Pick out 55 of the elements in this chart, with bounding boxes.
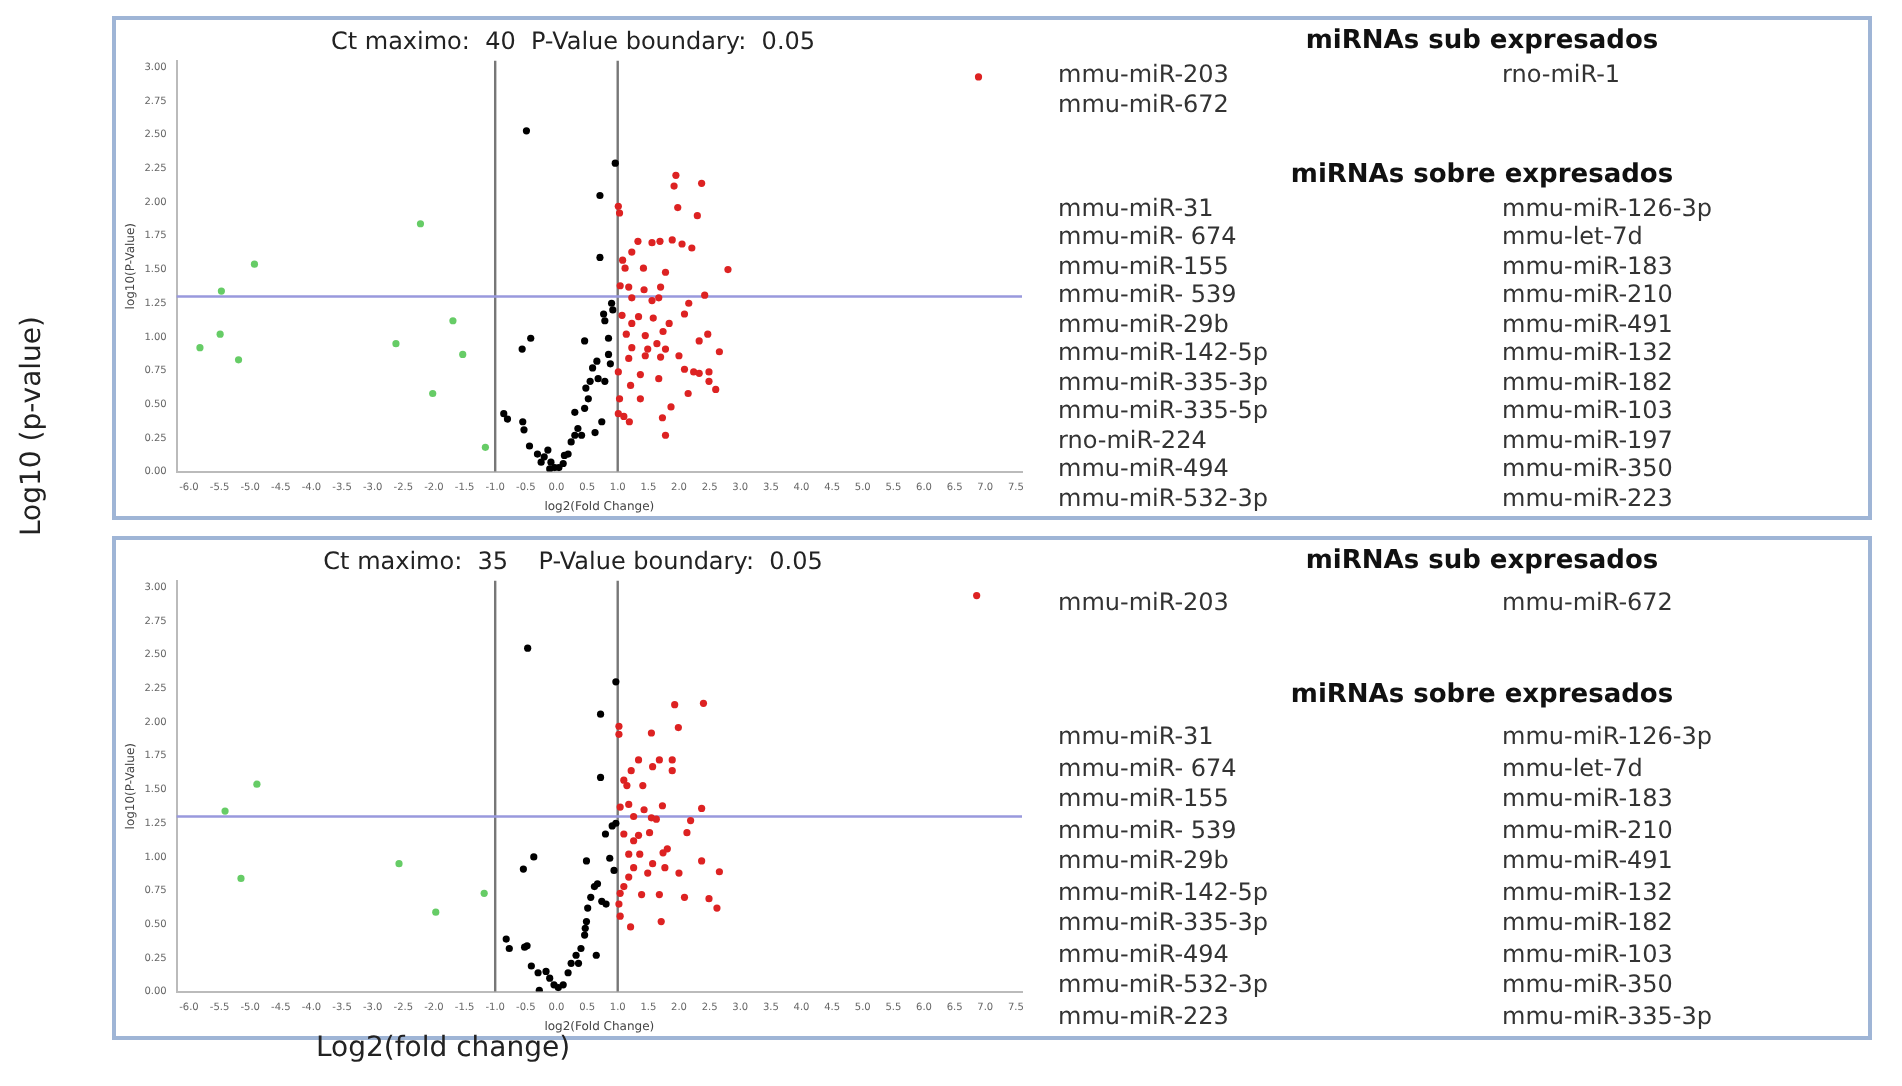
- text: mmu-miR-183: [1502, 251, 1675, 280]
- text: mmu-miR-132: [1502, 338, 1675, 367]
- text: mmu-miR- 539: [1058, 815, 1239, 846]
- text: mmu-miR-142-5p: [1058, 877, 1271, 908]
- text: mmu-miR-335-3p: [1058, 367, 1271, 396]
- text: mmu-miR-210: [1502, 280, 1675, 309]
- text: Log10 (p-value): [16, 316, 48, 536]
- text: mmu-miR-532-3p: [1058, 970, 1271, 1001]
- text: miRNAs sub expresados: [1303, 544, 1661, 580]
- text: mmu-miR-203: [1058, 588, 1231, 619]
- chart-title: Ct maximo: 35 P-Value boundary: 0.05: [323, 546, 823, 575]
- text: mmu-miR-223: [1502, 483, 1675, 512]
- text: mmu-miR-155: [1058, 251, 1231, 280]
- text: mmu-miR-491: [1502, 309, 1675, 338]
- text: mmu-miR- 539: [1058, 280, 1239, 309]
- text: miRNAs sobre expresados: [1288, 678, 1676, 714]
- text: mmu-miR-350: [1502, 970, 1675, 1001]
- text: mmu-miR-126-3p: [1502, 722, 1715, 753]
- text: mmu-miR-350: [1502, 454, 1675, 483]
- text: mmu-miR-142-5p: [1058, 338, 1271, 367]
- text: mmu-miR-203: [1058, 60, 1231, 89]
- text: mmu-miR-29b: [1058, 309, 1231, 338]
- text: mmu-miR-210: [1502, 815, 1675, 846]
- text: mmu-miR-182: [1502, 367, 1675, 396]
- text: mmu-miR-103: [1502, 396, 1675, 425]
- text: mmu-miR-672: [1058, 89, 1231, 118]
- text: mmu-miR-132: [1502, 877, 1675, 908]
- text: mmu-miR-494: [1058, 939, 1231, 970]
- chart-title: Ct maximo: 40 P-Value boundary: 0.05: [330, 26, 816, 55]
- text: mmu-miR- 674: [1058, 753, 1239, 784]
- text: mmu-miR-182: [1502, 908, 1675, 939]
- text: mmu-miR-335-5p: [1058, 396, 1271, 425]
- text: mmu-miR-29b: [1058, 846, 1231, 877]
- text: mmu-miR- 674: [1058, 222, 1239, 251]
- text: mmu-let-7d: [1502, 753, 1645, 784]
- text: mmu-miR-31: [1058, 722, 1216, 753]
- text: mmu-miR-672: [1502, 588, 1675, 619]
- text: mmu-miR-155: [1058, 784, 1231, 815]
- text: miRNAs sobre expresados: [1288, 157, 1676, 193]
- text: rno-miR-1: [1502, 60, 1623, 89]
- text: mmu-miR-494: [1058, 454, 1231, 483]
- text: mmu-miR-183: [1502, 784, 1675, 815]
- text: mmu-miR-491: [1502, 846, 1675, 877]
- text: mmu-miR-335-3p: [1058, 908, 1271, 939]
- text: mmu-miR-126-3p: [1502, 193, 1715, 222]
- text: mmu-miR-197: [1502, 425, 1675, 454]
- text: mmu-miR-532-3p: [1058, 483, 1271, 512]
- text: mmu-miR-223: [1058, 1001, 1231, 1032]
- text: mmu-miR-335-3p: [1502, 1001, 1715, 1032]
- text: Log2(fold change): [316, 1032, 571, 1064]
- text: mmu-miR-31: [1058, 193, 1216, 222]
- text: miRNAs sub expresados: [1303, 24, 1661, 60]
- text: rno-miR-224: [1058, 425, 1209, 454]
- text: mmu-miR-103: [1502, 939, 1675, 970]
- text: mmu-let-7d: [1502, 222, 1645, 251]
